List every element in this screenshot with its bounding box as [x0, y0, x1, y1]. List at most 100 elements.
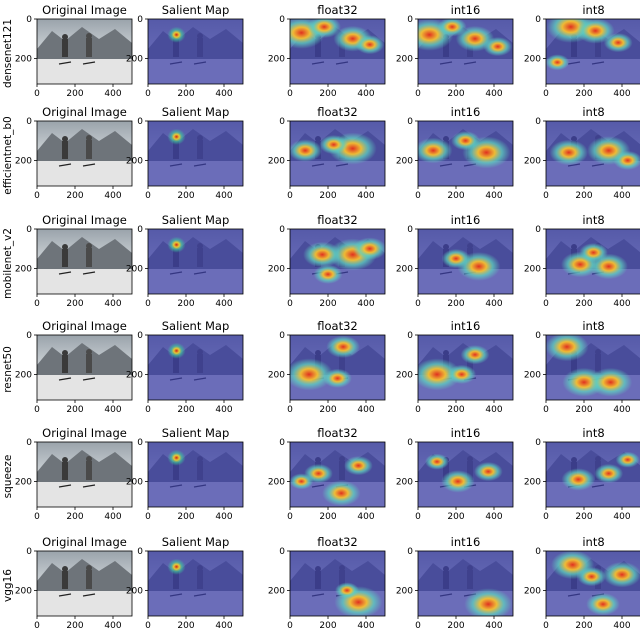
skier-left [62, 571, 68, 589]
panel-vgg16-4 [546, 551, 640, 616]
heatmap-blob [344, 456, 373, 476]
x-tick-label: 0 [34, 191, 40, 201]
heatmap-blob [418, 358, 461, 391]
ski [82, 163, 96, 167]
panel-densenet121-0 [37, 19, 132, 84]
panel-frame [545, 228, 640, 295]
x-tick-label: 0 [34, 512, 40, 522]
panel-frame [289, 18, 386, 85]
x-tick-label: 400 [215, 89, 232, 99]
ski [58, 593, 72, 597]
panel-vgg16-2 [290, 551, 385, 616]
panel-title: int16 [451, 3, 481, 17]
ski [82, 593, 96, 597]
y-tick-label: 200 [524, 264, 541, 274]
x-tick-label: 0 [415, 621, 421, 631]
panel-resnet50-1 [148, 335, 243, 400]
y-tick-label: 0 [407, 438, 413, 448]
ski [58, 61, 72, 65]
x-tick-label: 0 [145, 621, 151, 631]
x-tick-label: 200 [319, 621, 336, 631]
panel-mobilenet_v2-2 [290, 229, 385, 294]
heatmap-blob [307, 19, 341, 39]
heatmap-blob [441, 470, 475, 493]
skier-left [62, 249, 68, 267]
heatmap-blob [335, 582, 359, 599]
heatmap-blob [441, 248, 471, 269]
panel-frame [36, 120, 133, 187]
colormap-overlay [148, 19, 243, 84]
panel-frame [289, 550, 386, 617]
heatmap-blob [615, 451, 640, 468]
y-tick-label: 0 [26, 225, 32, 235]
x-tick-label: 200 [447, 299, 464, 309]
panel-densenet121-2 [290, 19, 385, 84]
panel-title: int16 [451, 213, 481, 227]
heatmap-blob [464, 588, 513, 616]
skier-left [62, 462, 68, 480]
x-tick-label: 200 [319, 512, 336, 522]
x-tick-label: 0 [34, 621, 40, 631]
y-tick-label: 0 [26, 547, 32, 557]
panel-vgg16-0 [37, 551, 132, 616]
y-tick-label: 0 [137, 117, 143, 127]
panel-squeeze-4 [546, 442, 640, 507]
heatmap-blob [586, 592, 620, 616]
skier-right-head [86, 135, 92, 141]
x-tick-label: 200 [319, 89, 336, 99]
panel-frame [417, 334, 514, 401]
skier-left-head [62, 34, 68, 40]
heatmap-blob [323, 368, 352, 388]
heatmap-blob [549, 139, 588, 166]
ski [58, 484, 72, 488]
panel-frame [36, 228, 133, 295]
x-tick-label: 0 [287, 299, 293, 309]
panel-vgg16-1 [148, 551, 243, 616]
x-tick-label: 200 [447, 89, 464, 99]
panel-frame [417, 120, 514, 187]
panel-mobilenet_v2-4 [546, 229, 640, 294]
skier-left-head [62, 136, 68, 142]
x-tick-label: 0 [145, 405, 151, 415]
panel-frame [545, 550, 640, 617]
panel-mobilenet_v2-0 [37, 229, 132, 294]
x-tick-label: 400 [613, 299, 630, 309]
heatmap-blob [460, 345, 490, 365]
panel-title: Original Image [42, 319, 127, 333]
y-tick-label: 0 [407, 117, 413, 127]
y-tick-label: 0 [535, 15, 541, 25]
x-tick-label: 200 [575, 191, 592, 201]
y-tick-label: 200 [268, 477, 285, 487]
panel-frame [147, 120, 244, 187]
x-tick-label: 400 [485, 405, 502, 415]
x-tick-label: 400 [215, 512, 232, 522]
salient-hotspot [167, 558, 186, 575]
panel-vgg16-3 [418, 551, 513, 616]
panel-title: float32 [317, 535, 357, 549]
panel-resnet50-4 [546, 335, 640, 400]
x-tick-label: 0 [543, 405, 549, 415]
x-tick-label: 400 [485, 512, 502, 522]
skier-left-head [62, 457, 68, 463]
heatmap-blob [319, 135, 349, 155]
panel-frame [545, 18, 640, 85]
snow-ground [37, 482, 132, 507]
heatmap-blob [447, 364, 477, 384]
snow-ground [37, 59, 132, 84]
x-tick-label: 200 [66, 405, 83, 415]
heatmap-blob [290, 358, 333, 391]
skier-right [86, 570, 92, 589]
mountain-range [37, 559, 132, 593]
y-tick-label: 200 [524, 156, 541, 166]
heatmap-blob [326, 335, 361, 359]
panel-title: int8 [582, 535, 604, 549]
panel-frame [545, 120, 640, 187]
y-tick-label: 0 [279, 438, 285, 448]
panel-frame [289, 120, 386, 187]
x-tick-label: 400 [485, 299, 502, 309]
panel-frame [147, 334, 244, 401]
x-tick-label: 400 [215, 299, 232, 309]
row-label-mobilenet_v2: mobilenet_v2 [2, 228, 14, 299]
y-tick-label: 200 [396, 586, 413, 596]
